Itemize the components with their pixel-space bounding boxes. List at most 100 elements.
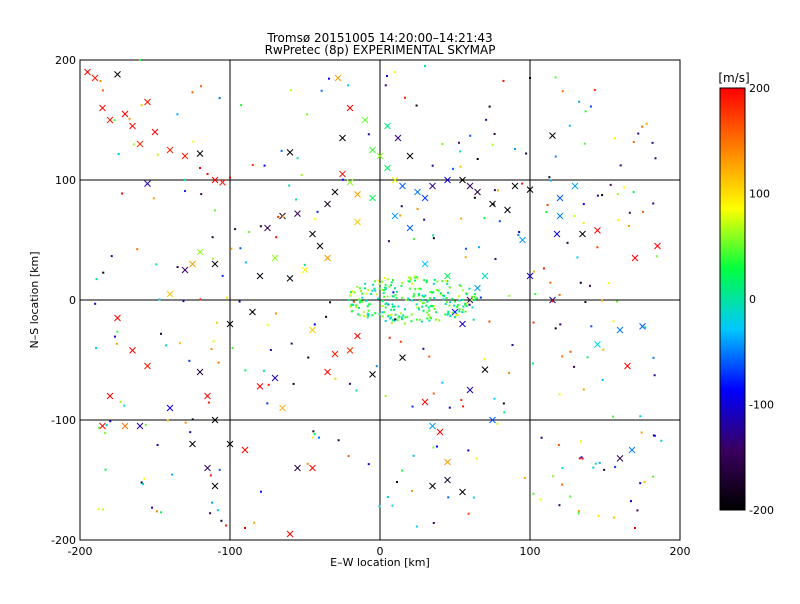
data-point-cross <box>579 230 586 238</box>
data-point-dot <box>218 97 221 100</box>
data-point-dot <box>558 504 561 507</box>
data-point-dot <box>582 221 585 224</box>
data-point-dot <box>238 300 241 303</box>
y-axis-ticks: -200 -100 0 100 200 <box>51 54 76 547</box>
data-point-dot <box>391 504 394 507</box>
data-point-dot <box>355 306 358 309</box>
data-point-dot <box>598 461 601 464</box>
data-point-dot <box>644 326 647 329</box>
data-point-dot <box>375 365 378 368</box>
data-point-dot <box>584 301 587 304</box>
data-point-dot <box>266 323 269 326</box>
data-point-dot <box>383 311 386 314</box>
data-point-dot <box>458 284 461 287</box>
data-point-dot <box>352 303 355 306</box>
data-point-cross <box>421 194 429 202</box>
data-point-cross <box>331 188 339 196</box>
data-point-dot <box>558 293 561 296</box>
data-point-dot <box>436 280 439 283</box>
data-point-cross <box>414 188 421 196</box>
data-point-dot <box>199 85 202 88</box>
data-point-dot <box>341 178 344 181</box>
data-point-dot <box>496 189 499 192</box>
data-point-dot <box>199 167 201 169</box>
data-point-dot <box>559 323 562 326</box>
data-point-dot <box>352 300 355 303</box>
data-point-dot <box>288 184 291 187</box>
data-point-dot <box>421 294 424 297</box>
data-point-cross <box>309 230 316 238</box>
data-point-dot <box>358 298 361 301</box>
data-point-cross <box>144 180 151 187</box>
data-point-cross <box>181 266 189 274</box>
data-point-dot <box>464 247 467 250</box>
data-point-dot <box>468 303 471 306</box>
data-point-dot <box>600 299 603 302</box>
data-point-dot <box>645 122 648 125</box>
data-point-dot <box>419 287 422 290</box>
data-point-dot <box>569 495 572 498</box>
data-point-dot <box>503 411 506 414</box>
data-point-dot <box>136 248 139 251</box>
data-point-dot <box>347 84 350 87</box>
data-point-dot <box>432 234 435 237</box>
data-point-dot <box>655 255 658 258</box>
data-point-dot <box>394 293 397 296</box>
data-point-dot <box>594 462 597 465</box>
data-point-dot <box>478 246 481 249</box>
data-point-dot <box>396 319 399 322</box>
data-point-dot <box>459 165 462 168</box>
data-point-dot <box>456 314 459 317</box>
data-point-dot <box>218 468 221 471</box>
data-point-dot <box>213 209 216 212</box>
data-point-dot <box>98 426 101 429</box>
data-point-dot <box>117 153 120 156</box>
data-point-dot <box>386 295 389 298</box>
data-point-dot <box>303 263 306 266</box>
data-point-cross <box>256 272 264 280</box>
data-point-dot <box>441 294 444 297</box>
data-point-dot <box>461 289 464 292</box>
data-point-dot <box>432 291 435 294</box>
data-point-dot <box>404 96 407 99</box>
data-point-cross <box>399 182 406 190</box>
data-point-dot <box>422 309 425 312</box>
data-point-cross <box>129 122 136 130</box>
colorbar: [m/s] 200 100 0 -100 -200 <box>718 71 774 517</box>
data-point-dot <box>439 293 442 296</box>
data-point-dot <box>113 119 116 122</box>
data-point-dot <box>460 398 463 401</box>
data-point-dot <box>361 300 364 303</box>
data-point-dot <box>390 281 393 284</box>
data-point-dot <box>325 315 328 318</box>
data-point-dot <box>388 336 391 339</box>
data-point-cross <box>129 347 136 354</box>
data-point-dot <box>498 220 501 223</box>
data-point-cross <box>474 188 481 196</box>
data-point-dot <box>230 247 233 250</box>
data-point-dot <box>358 287 361 290</box>
data-point-dot <box>427 314 430 317</box>
data-point-dot <box>367 309 370 312</box>
data-point-dot <box>430 291 433 294</box>
data-point-dot <box>576 256 579 259</box>
data-point-dot <box>616 193 619 196</box>
data-point-dot <box>382 292 385 295</box>
data-point-dot <box>231 346 234 349</box>
data-point-dot <box>191 91 194 94</box>
data-point-dot <box>431 305 434 308</box>
data-point-cross <box>301 266 309 274</box>
data-point-dot <box>652 475 655 478</box>
x-axis-ticks: -200 -100 0 100 200 <box>68 545 691 558</box>
data-point-cross <box>106 392 114 400</box>
data-point-dot <box>418 293 421 296</box>
data-point-dot <box>356 285 359 288</box>
data-point-dot <box>637 132 640 135</box>
data-point-dot <box>413 292 416 295</box>
data-point-dot <box>357 306 360 309</box>
data-point-dot <box>529 77 531 79</box>
data-point-cross <box>459 176 466 184</box>
data-point-cross <box>399 354 406 361</box>
data-point-dot <box>212 340 215 343</box>
data-point-dot <box>404 322 407 325</box>
